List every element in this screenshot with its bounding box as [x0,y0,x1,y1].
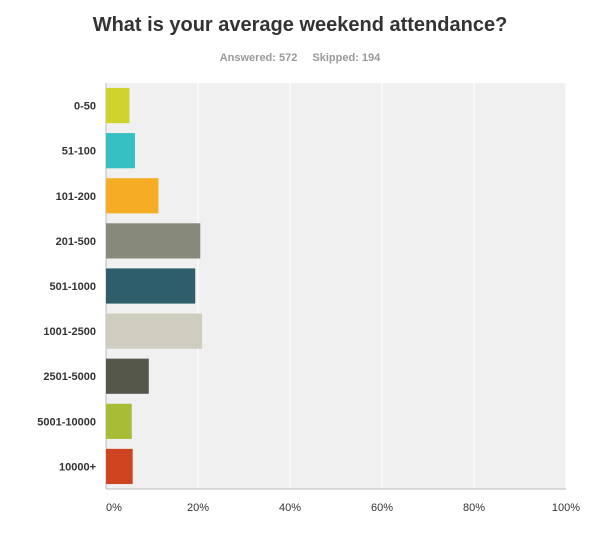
bar [106,178,159,214]
x-tick-label: 100% [552,502,580,514]
bar [106,403,132,439]
bar [106,133,135,169]
category-label: 10000+ [59,461,96,473]
bar [106,313,203,349]
response-stats: Answered: 572 Skipped: 194 [0,52,600,64]
x-tick-label: 0% [106,502,122,514]
x-tick-label: 80% [463,502,485,514]
category-label: 201-500 [56,236,96,248]
category-label: 5001-10000 [37,416,96,428]
x-tick-label: 40% [279,502,301,514]
category-label: 0-50 [74,101,96,113]
category-label: 51-100 [62,146,96,158]
bar [106,223,201,259]
answered-count: Answered: 572 [219,52,298,64]
x-tick-label: 20% [187,502,209,514]
chart-title: What is your average weekend attendance? [92,14,508,36]
category-label: 1001-2500 [43,326,96,338]
bar [106,87,130,124]
category-label: 2501-5000 [43,371,96,383]
bar [106,268,196,304]
bar [106,448,133,485]
category-label: 501-1000 [50,281,97,293]
category-label: 101-200 [56,191,96,203]
bar [106,358,149,394]
skipped-count: Skipped: 194 [312,52,381,64]
x-tick-label: 60% [371,502,393,514]
